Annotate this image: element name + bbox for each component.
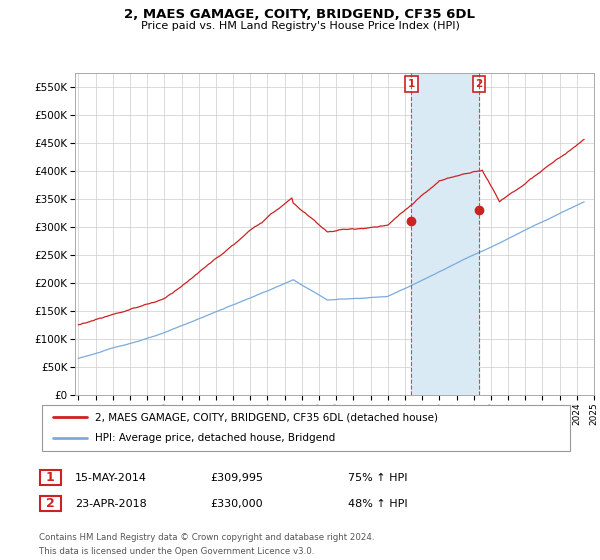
Text: 2: 2 — [475, 79, 482, 89]
Text: 23-APR-2018: 23-APR-2018 — [75, 499, 147, 509]
Text: 2, MAES GAMAGE, COITY, BRIDGEND, CF35 6DL: 2, MAES GAMAGE, COITY, BRIDGEND, CF35 6D… — [125, 8, 476, 21]
Bar — [412, 73, 479, 395]
Text: 2, MAES GAMAGE, COITY, BRIDGEND, CF35 6DL (detached house): 2, MAES GAMAGE, COITY, BRIDGEND, CF35 6D… — [95, 412, 438, 422]
Text: 1: 1 — [46, 470, 55, 484]
Text: HPI: Average price, detached house, Bridgend: HPI: Average price, detached house, Brid… — [95, 433, 335, 444]
Text: Contains HM Land Registry data © Crown copyright and database right 2024.
This d: Contains HM Land Registry data © Crown c… — [39, 533, 374, 556]
Text: 15-MAY-2014: 15-MAY-2014 — [75, 473, 147, 483]
Text: 2: 2 — [46, 497, 55, 510]
Text: £330,000: £330,000 — [210, 499, 263, 509]
Text: 75% ↑ HPI: 75% ↑ HPI — [348, 473, 407, 483]
Text: £309,995: £309,995 — [210, 473, 263, 483]
Text: Price paid vs. HM Land Registry's House Price Index (HPI): Price paid vs. HM Land Registry's House … — [140, 21, 460, 31]
Text: 48% ↑ HPI: 48% ↑ HPI — [348, 499, 407, 509]
Text: 1: 1 — [407, 79, 415, 89]
